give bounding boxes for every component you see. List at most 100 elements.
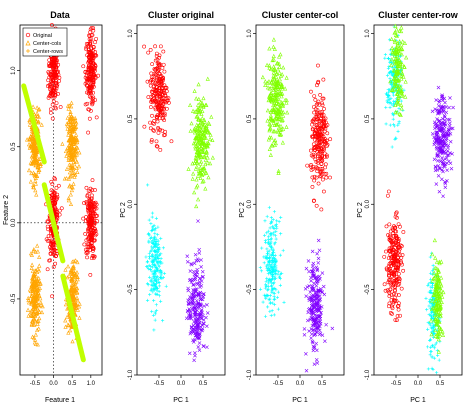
data-point xyxy=(164,106,169,111)
data-point xyxy=(146,183,150,187)
data-point xyxy=(396,55,401,60)
data-point xyxy=(394,56,399,61)
data-point xyxy=(194,203,199,209)
data-point xyxy=(154,292,158,296)
data-point xyxy=(73,149,78,155)
data-point xyxy=(445,178,449,183)
data-point xyxy=(31,142,36,147)
data-point xyxy=(389,36,394,41)
data-point xyxy=(150,309,154,314)
data-point xyxy=(277,90,282,96)
data-point xyxy=(386,273,391,278)
data-point xyxy=(68,267,74,272)
data-point xyxy=(57,75,62,80)
data-point xyxy=(310,328,315,332)
data-point xyxy=(268,293,273,298)
data-point xyxy=(199,136,204,141)
data-point xyxy=(72,305,77,310)
data-point xyxy=(315,267,320,271)
data-point xyxy=(156,239,160,243)
data-point xyxy=(392,49,398,54)
data-point xyxy=(192,190,197,195)
data-point xyxy=(268,116,273,121)
data-point xyxy=(32,152,37,158)
data-point xyxy=(75,259,80,265)
data-point xyxy=(206,175,211,180)
data-point xyxy=(70,119,75,124)
data-point xyxy=(48,93,53,98)
data-point xyxy=(84,185,89,190)
data-point xyxy=(154,95,159,100)
data-point xyxy=(433,255,438,260)
data-point xyxy=(189,325,194,330)
data-point xyxy=(29,321,34,326)
data-point xyxy=(427,282,431,286)
data-point xyxy=(398,313,402,318)
data-point xyxy=(263,79,268,84)
data-point xyxy=(320,333,325,337)
data-point xyxy=(441,134,445,138)
data-point xyxy=(438,304,443,309)
data-point xyxy=(278,127,283,132)
data-point xyxy=(390,304,394,309)
data-point xyxy=(38,296,43,301)
data-point xyxy=(93,229,98,233)
data-point xyxy=(323,162,328,167)
data-point xyxy=(396,307,401,312)
x-tick-label: 1.0 xyxy=(87,381,96,387)
data-point xyxy=(154,51,159,56)
data-point xyxy=(266,278,270,282)
data-point xyxy=(431,292,436,297)
data-point xyxy=(71,126,77,131)
data-point xyxy=(264,293,268,297)
data-point xyxy=(430,251,435,257)
data-point xyxy=(72,274,77,279)
data-point xyxy=(48,258,52,263)
data-point xyxy=(30,156,35,161)
data-point xyxy=(33,181,38,186)
data-point xyxy=(155,292,160,296)
data-point xyxy=(36,318,41,323)
data-point xyxy=(35,297,40,302)
data-point xyxy=(159,89,164,94)
data-point xyxy=(157,263,161,267)
data-point xyxy=(189,330,193,335)
data-point xyxy=(270,263,274,267)
data-point xyxy=(28,179,33,184)
data-point xyxy=(191,283,195,287)
data-point xyxy=(95,213,99,218)
data-point xyxy=(68,290,73,295)
data-point xyxy=(87,78,92,83)
data-point xyxy=(91,26,96,31)
data-point xyxy=(29,313,34,318)
data-point xyxy=(68,109,73,114)
data-point xyxy=(284,75,289,80)
data-point xyxy=(387,294,392,299)
data-point xyxy=(268,66,274,72)
data-point xyxy=(83,70,88,75)
data-point xyxy=(148,120,153,125)
data-point xyxy=(311,340,315,345)
data-point xyxy=(391,261,396,266)
data-point xyxy=(51,251,55,256)
data-point xyxy=(317,314,321,318)
data-point xyxy=(394,47,399,53)
data-point xyxy=(169,139,174,144)
data-point xyxy=(277,131,282,136)
data-point xyxy=(151,255,155,259)
data-point xyxy=(272,129,277,134)
data-point xyxy=(400,39,405,44)
data-point xyxy=(392,38,397,43)
cluster-purple-2 xyxy=(430,85,455,198)
data-point xyxy=(83,247,88,252)
data-point xyxy=(86,41,91,46)
data-point xyxy=(207,136,213,141)
data-point xyxy=(51,79,56,83)
data-point xyxy=(66,273,72,278)
data-point xyxy=(193,135,198,141)
data-point xyxy=(50,116,55,121)
data-point xyxy=(319,207,324,212)
cluster-red-3 xyxy=(81,178,99,277)
plot-frame xyxy=(255,24,345,376)
data-point xyxy=(38,300,43,305)
